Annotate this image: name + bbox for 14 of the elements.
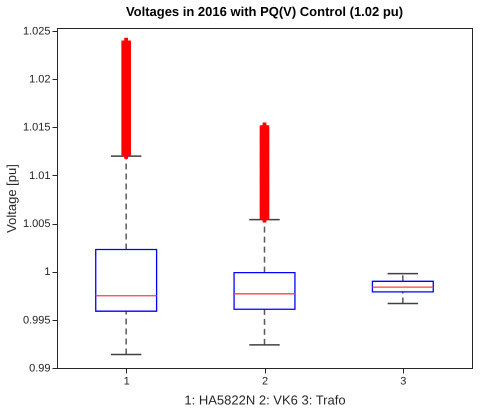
y-tick-label: 1.005 — [22, 218, 50, 230]
y-tick-label: 1 — [44, 266, 50, 278]
x-axis-title: 1: HA5822N 2: VK6 3: Trafo — [184, 392, 346, 408]
x-tick-label: 2 — [262, 376, 268, 388]
y-axis-title: Voltage [pu] — [4, 164, 19, 233]
x-tick-label: 1 — [124, 376, 130, 388]
y-tick-label: 0.99 — [29, 362, 50, 374]
chart-title: Voltages in 2016 with PQ(V) Control (1.02 pu) — [126, 4, 404, 19]
y-tick-label: 1.025 — [22, 25, 50, 38]
y-tick-label: 1.015 — [22, 122, 50, 134]
y-tick-label: 1.01 — [29, 170, 50, 182]
x-tick-label: 3 — [400, 376, 406, 388]
y-tick-label: 1.02 — [29, 74, 50, 86]
y-tick-label: 0.995 — [22, 314, 50, 326]
